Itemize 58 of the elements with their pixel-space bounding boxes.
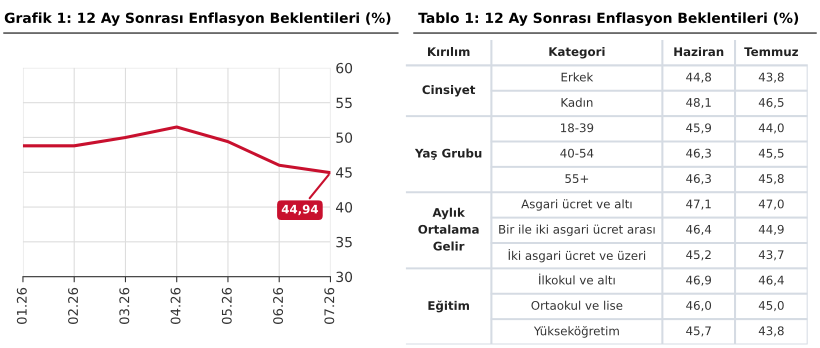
data-label: 45,7 xyxy=(686,326,711,336)
y-tick-label: Kadın xyxy=(562,98,592,107)
y-tick-label: İlkokul ve altı xyxy=(539,274,615,285)
data-label: 46,0 xyxy=(686,300,712,312)
y-tick-label: İki asgari ücret ve üzeri xyxy=(508,249,646,262)
y-tick-label: Yükseköğretim xyxy=(534,326,619,338)
data-label: 46,9 xyxy=(686,276,712,286)
data-label: 44,8 xyxy=(686,72,712,83)
data-label: 45,2 xyxy=(686,250,711,260)
data-label: 46,4 xyxy=(686,224,712,235)
y2-tick-label: Cinsiyet xyxy=(422,85,476,97)
chart-title: Tablo 1: 12 Ay Sonrası Enflasyon Beklentileri (%) xyxy=(418,12,798,26)
x-tick-label: Haziran xyxy=(674,46,724,56)
data-label: 43,7 xyxy=(758,250,784,260)
y-tick-label: Bir ile iki asgari ücret arası xyxy=(499,224,655,236)
chart-title: Grafik 1: 12 Ay Sonrası Enflasyon Beklentileri (%) xyxy=(4,12,390,26)
y-tick-label: 18-39 xyxy=(561,123,594,132)
data-label: 45,9 xyxy=(686,123,712,134)
data-label: 45,8 xyxy=(758,174,784,184)
y-tick-label: 55 xyxy=(336,98,352,108)
data-label: 48,1 xyxy=(686,98,711,108)
data-label: 46,5 xyxy=(758,98,784,108)
x-tick-label: Temmuz xyxy=(744,47,798,56)
text: Kategori xyxy=(549,46,604,58)
data-label: 43,8 xyxy=(758,326,784,336)
data-label: 46,3 xyxy=(686,174,711,184)
data-label: 47,0 xyxy=(758,199,784,210)
data-label: 44,9 xyxy=(758,224,784,235)
x-tick-label: 07.26 xyxy=(324,288,334,324)
y-tick-label: 35 xyxy=(336,236,352,248)
y-tick-label: Asgari ücret ve altı xyxy=(521,199,632,211)
y-tick-label: 40-54 xyxy=(560,148,594,158)
text: Kırılım xyxy=(428,46,470,56)
data-label: 43,8 xyxy=(758,72,784,83)
data-label: 44,94 xyxy=(282,204,318,216)
x-tick-label: 06.26 xyxy=(273,288,284,324)
x-tick-label: 05.26 xyxy=(222,288,232,324)
x-tick-label: 02.26 xyxy=(68,288,78,324)
y-tick-label: 50 xyxy=(336,132,352,143)
x-tick-label: 04.26 xyxy=(170,288,181,324)
y-tick-label: 60 xyxy=(336,62,352,74)
y-tick-label: 55+ xyxy=(565,174,588,184)
y-tick-label: 30 xyxy=(336,272,352,282)
data-label: 47,1 xyxy=(686,200,711,210)
data-label: 45,0 xyxy=(758,300,784,312)
data-label: 45,5 xyxy=(758,148,784,159)
data-label: 44,0 xyxy=(758,123,784,134)
y2-tick-label: Eğitim xyxy=(428,300,469,312)
y-tick-label: 40 xyxy=(336,202,352,213)
x-tick-label: 03.26 xyxy=(119,288,130,324)
y-tick-label: Ortaokul ve lise xyxy=(531,300,622,310)
data-label: 46,4 xyxy=(758,276,784,286)
y2-tick-label: Aylık Ortalama Gelir xyxy=(418,208,479,251)
y2-tick-label: Yaş Grubu xyxy=(414,148,482,160)
x-tick-label: 01.26 xyxy=(16,288,27,324)
y-tick-label: 45 xyxy=(336,167,352,178)
data-label: 46,3 xyxy=(686,148,711,159)
y-tick-label: Erkek xyxy=(562,72,594,82)
